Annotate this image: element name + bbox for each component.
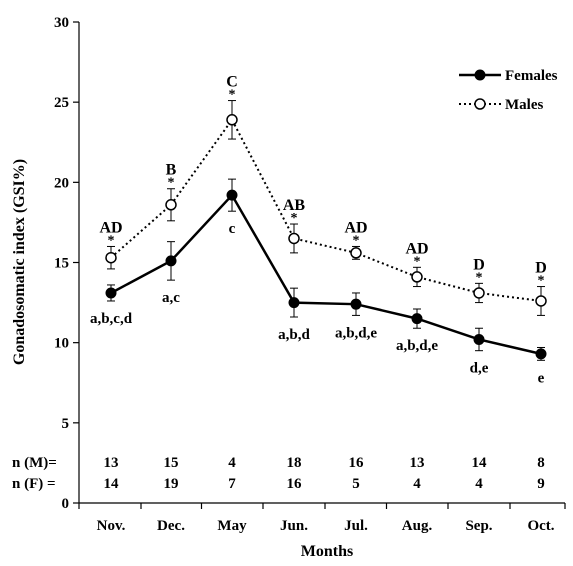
males-significance-label: AB	[283, 197, 306, 214]
x-tick-label: Dec.	[157, 518, 185, 534]
sample-size-rows: n (M)= n (F) = 13 15 4 18 16 13 14 8 14 19 7 16 5 4 4 9	[12, 455, 545, 492]
males-significance-star: *	[168, 176, 175, 191]
n-females-row-label: n (F) =	[12, 476, 56, 492]
n-females-value: 16	[287, 476, 303, 492]
females-significance-label: c	[229, 221, 236, 237]
females-significance-label: a,b,d	[278, 327, 310, 343]
males-significance-star: *	[538, 274, 545, 289]
n-females-value: 7	[228, 476, 236, 492]
males-point	[411, 271, 423, 283]
males-point	[105, 251, 117, 264]
y-tick-label: 5	[62, 416, 70, 432]
x-tick-label: Oct.	[527, 518, 554, 534]
females-point	[226, 189, 238, 201]
males-point	[165, 199, 177, 211]
n-males-value: 18	[287, 455, 302, 471]
n-males-value: 16	[349, 455, 365, 471]
females-series-line	[110, 193, 542, 356]
y-tick-label: 0	[62, 496, 70, 512]
n-females-value: 9	[537, 476, 545, 492]
females-point	[165, 255, 177, 267]
n-males-value: 14	[472, 455, 488, 471]
legend-females-label: Females	[505, 68, 558, 84]
y-tick-label: 10	[54, 336, 69, 352]
males-point	[288, 232, 300, 245]
males-point	[350, 247, 362, 259]
females-point	[350, 298, 362, 310]
x-tick-label: Nov.	[97, 518, 126, 534]
females-significance-label: d,e	[470, 361, 489, 377]
males-significance-label: D	[535, 260, 547, 277]
males-significance-label: AD	[99, 219, 122, 236]
y-tick-label: 25	[54, 95, 69, 111]
n-females-value: 19	[164, 476, 179, 492]
males-point	[226, 114, 238, 126]
y-axis-title: Gonadosomatic index (GSI%)	[11, 159, 28, 365]
y-tick-label: 30	[54, 15, 69, 31]
males-significance-star: *	[229, 88, 236, 103]
x-tick-label: Aug.	[402, 518, 433, 534]
males-significance-label: C	[226, 74, 238, 91]
n-males-row-label: n (M)=	[12, 455, 57, 471]
males-significance-label: AD	[344, 219, 367, 236]
legend-males-marker	[474, 98, 486, 110]
x-tick-label: Jun.	[280, 518, 308, 534]
males-significance-star: *	[108, 233, 115, 248]
males-significance-star: *	[353, 233, 360, 248]
y-axis-ticks: 0 5 10 15 20 25 30	[54, 15, 79, 512]
females-significance-label: a,b,d,e	[335, 325, 377, 341]
females-point	[411, 313, 423, 325]
females-point	[535, 348, 547, 360]
n-females-value: 4	[413, 476, 421, 492]
females-point	[105, 287, 117, 299]
x-axis-title: Months	[301, 543, 353, 560]
y-tick-label: 15	[54, 256, 69, 272]
n-males-value: 4	[228, 455, 236, 471]
females-significance-label: a,c	[162, 290, 180, 306]
males-significance-label: AD	[405, 240, 428, 257]
males-point	[535, 295, 547, 307]
x-tick-label: Sep.	[465, 518, 492, 534]
females-significance-label: e	[538, 370, 545, 386]
females-significance-label: a,b,d,e	[396, 338, 438, 354]
males-significance-star: *	[291, 211, 298, 226]
annotation-layer: a,b,c,da,cca,b,d a,b,d,ea,b,d,ed,ee*AD*B*…	[90, 74, 547, 387]
females-significance-label: a,b,c,d	[90, 311, 133, 327]
males-significance-star: *	[476, 270, 483, 285]
n-females-value: 14	[104, 476, 120, 492]
n-females-value: 5	[352, 476, 360, 492]
n-males-value: 13	[104, 455, 119, 471]
series-layer	[105, 100, 547, 361]
grid-and-axes	[78, 22, 565, 504]
n-males-value: 8	[537, 455, 545, 471]
males-significance-label: B	[166, 162, 177, 179]
n-males-value: 13	[410, 455, 425, 471]
males-point	[473, 287, 485, 299]
males-significance-star: *	[414, 254, 421, 269]
n-males-value: 15	[164, 455, 179, 471]
legend-males-label: Males	[505, 97, 543, 113]
males-significance-label: D	[473, 256, 485, 273]
x-tick-label: May	[217, 518, 247, 534]
x-axis-ticks: Nov. Dec. May Jun. Jul. Aug. Sep. Oct.	[78, 503, 566, 534]
x-tick-label: Jul.	[344, 518, 368, 534]
females-point	[473, 333, 485, 345]
y-tick-label: 20	[54, 175, 69, 191]
females-point	[288, 297, 300, 309]
n-females-value: 4	[475, 476, 483, 492]
males-series-line	[110, 117, 542, 302]
legend-females-marker	[474, 69, 486, 81]
legend: Females Males	[459, 68, 558, 113]
